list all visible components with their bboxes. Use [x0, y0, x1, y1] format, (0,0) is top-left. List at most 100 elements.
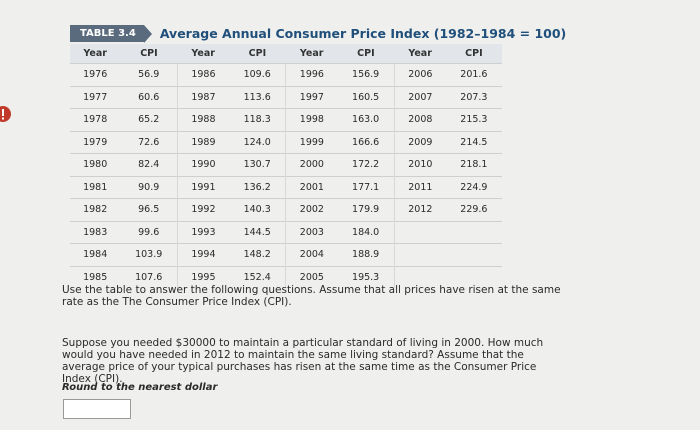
- table-cell: [445, 220, 502, 244]
- table-row: 1984 103.9 1994 148.2 2004 188.9: [70, 243, 502, 266]
- table-cell: 229.6: [445, 198, 502, 221]
- table-cell: 1981: [70, 175, 121, 199]
- table-cell: 1988: [177, 108, 229, 131]
- column-header: CPI: [445, 44, 502, 64]
- table-cell: 1986: [177, 63, 229, 86]
- table-cell: 1993: [177, 220, 229, 244]
- table-row: 1977 60.6 1987 113.6 1997 160.5 2007 207.3: [70, 85, 502, 109]
- table-cell: 1979: [70, 130, 121, 154]
- column-header: CPI: [337, 44, 395, 64]
- table-cell: [445, 243, 502, 266]
- table-cell: 130.7: [228, 153, 286, 176]
- table-cell: 163.0: [337, 108, 395, 131]
- table-cell: 1987: [177, 85, 229, 109]
- table-cell: 201.6: [445, 63, 502, 86]
- table-cell: 1976: [70, 63, 121, 86]
- table-cell: 2000: [285, 153, 338, 176]
- table-cell: 60.6: [120, 85, 178, 109]
- column-header: CPI: [120, 44, 178, 64]
- column-header: CPI: [228, 44, 286, 64]
- table-cell: 218.1: [445, 153, 502, 176]
- table-cell: 214.5: [445, 130, 502, 154]
- table-cell: 99.6: [120, 220, 178, 244]
- table-cell: 2009: [393, 130, 446, 154]
- table-cell: 1990: [177, 153, 229, 176]
- table-cell: 1995: [177, 265, 229, 288]
- table-cell: 2003: [285, 220, 338, 244]
- table-header: TABLE 3.4 Average Annual Consumer Price …: [70, 22, 566, 44]
- table-cell: 118.3: [228, 108, 286, 131]
- instruction: Round to the nearest dollar: [62, 382, 218, 393]
- table-cell: 136.2: [228, 175, 286, 199]
- table-cell: 1998: [285, 108, 338, 131]
- table-cell: 72.6: [120, 130, 178, 154]
- table-cell: 177.1: [337, 175, 395, 199]
- table-cell: 103.9: [120, 243, 178, 266]
- table-row: 1979 72.6 1989 124.0 1999 166.6 2009 214.5: [70, 130, 502, 154]
- table-cell: 172.2: [337, 153, 395, 176]
- table-title: Average Annual Consumer Price Index (198…: [159, 25, 567, 41]
- column-header: Year: [177, 44, 229, 64]
- table-cell: 56.9: [120, 63, 178, 86]
- table-cell: 1978: [70, 108, 121, 131]
- table-cell: 166.6: [337, 130, 395, 154]
- table-cell: [393, 220, 446, 244]
- column-header: Year: [394, 44, 446, 64]
- table-cell: 96.5: [120, 198, 178, 221]
- table-cell: 2007: [393, 85, 446, 109]
- table-cell: 1982: [70, 198, 121, 221]
- table-cell: 1985: [70, 265, 121, 288]
- table-cell: 140.3: [228, 198, 286, 221]
- table-cell: 184.0: [337, 220, 395, 244]
- table-row: 1982 96.5 1992 140.3 2002 179.9 2012 229.6: [70, 198, 502, 221]
- table-cell: 156.9: [337, 63, 395, 86]
- intro-text: Use the table to answer the following qu…: [62, 284, 561, 308]
- table-cell: 113.6: [228, 85, 286, 109]
- table-cell: 107.6: [120, 265, 178, 288]
- table-row: 1981 90.9 1991 136.2 2001 177.1 2011 224.9: [70, 175, 502, 199]
- table-cell: 2001: [285, 175, 338, 199]
- table-cell: 2010: [393, 153, 446, 176]
- header-row: Year CPI Year CPI Year CPI Year CPI: [70, 44, 502, 64]
- table-cell: 1977: [70, 85, 121, 109]
- table-cell: 2006: [393, 63, 446, 86]
- table-cell: 2004: [285, 243, 338, 266]
- table-row: 1978 65.2 1988 118.3 1998 163.0 2008 215.3: [70, 108, 502, 131]
- table-cell: 82.4: [120, 153, 178, 176]
- table-cell: 1983: [70, 220, 121, 244]
- table-cell: 224.9: [445, 175, 502, 199]
- table-cell: 1994: [177, 243, 229, 266]
- alert-icon: [0, 106, 11, 122]
- table-row: 1983 99.6 1993 144.5 2003 184.0: [70, 220, 502, 244]
- table-cell: 179.9: [337, 198, 395, 221]
- table-cell: 152.4: [228, 265, 286, 288]
- table-cell: 1996: [285, 63, 338, 86]
- table-cell: 1992: [177, 198, 229, 221]
- table-row: 1980 82.4 1990 130.7 2000 172.2 2010 218.1: [70, 153, 502, 176]
- table-cell: 1984: [70, 243, 121, 266]
- table-cell: 109.6: [228, 63, 286, 86]
- table-cell: [445, 265, 502, 288]
- table-cell: 207.3: [445, 85, 502, 109]
- table-cell: 2012: [393, 198, 446, 221]
- table-row: 1985 107.6 1995 152.4 2005 195.3: [70, 265, 502, 288]
- table-cell: 2002: [285, 198, 338, 221]
- table-cell: [393, 265, 446, 288]
- table-cell: 65.2: [120, 108, 178, 131]
- table-cell: 1991: [177, 175, 229, 199]
- question-text: Suppose you needed $30000 to maintain a …: [62, 337, 544, 385]
- table-cell: 2005: [285, 265, 338, 288]
- column-header: Year: [70, 44, 121, 64]
- table-cell: 124.0: [228, 130, 286, 154]
- column-header: Year: [285, 44, 338, 64]
- cpi-table: Year CPI Year CPI Year CPI Year CPI 1976 56.9 198…: [70, 44, 502, 288]
- table-cell: 2011: [393, 175, 446, 199]
- table-cell: 148.2: [228, 243, 286, 266]
- table-label: TABLE 3.4: [70, 24, 152, 43]
- table-cell: 1989: [177, 130, 229, 154]
- table-cell: 1997: [285, 85, 338, 109]
- table-cell: 215.3: [445, 108, 502, 131]
- answer-input[interactable]: [63, 399, 131, 419]
- table-cell: 144.5: [228, 220, 286, 244]
